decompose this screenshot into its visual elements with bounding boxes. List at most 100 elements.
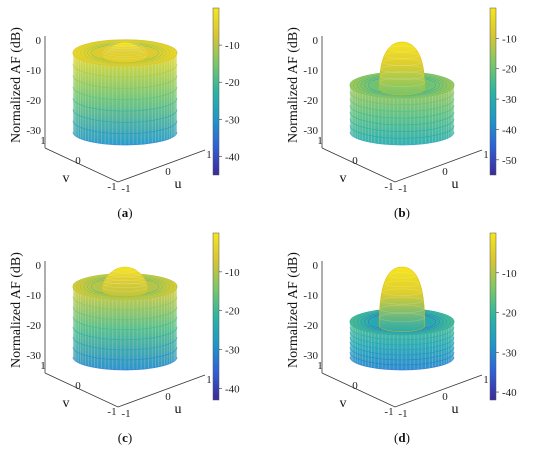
z-tick-label: -10	[303, 290, 318, 302]
colorbar-tick-label: -10	[225, 267, 240, 279]
z-tick-label: -30	[26, 125, 41, 137]
wall-contour	[72, 75, 178, 89]
v-tick-label: 0	[75, 380, 81, 392]
v-tick-label: -1	[384, 406, 393, 418]
z-tick-label: -10	[26, 65, 41, 77]
u-axis-label: u	[175, 402, 182, 417]
floor-axes	[44, 372, 206, 408]
lobe-contour	[379, 71, 425, 80]
wall-contour	[349, 351, 455, 366]
wall-contour	[72, 109, 178, 123]
floor-axes	[44, 147, 206, 183]
v-tick-label: -1	[107, 406, 116, 418]
wall-contour	[72, 131, 178, 146]
colorbar-tick-label: -40	[502, 387, 517, 399]
v-tick-label: 0	[352, 380, 358, 392]
wall-contour	[72, 98, 178, 112]
u-tick-label: 0	[165, 391, 171, 403]
colorbar-tick-label: -40	[225, 383, 240, 395]
u-tick-label: 0	[442, 166, 448, 178]
v-tick-label: 0	[352, 155, 358, 167]
sidelobe-wall	[73, 52, 177, 145]
wall-contour	[349, 341, 455, 356]
lobe-contour	[102, 48, 148, 57]
panel-label: (a)	[117, 205, 132, 220]
lobe-contour	[102, 282, 148, 292]
panel-label: (d)	[394, 430, 410, 445]
wall-contour	[72, 296, 178, 311]
u-tick-label: 1	[206, 374, 212, 386]
z-tick-label: -20	[303, 320, 318, 332]
wall-contour	[349, 131, 455, 146]
u-tick-label: 1	[483, 149, 489, 161]
colorbar-tick-label: -10	[502, 268, 517, 280]
u-axis-label: u	[175, 177, 182, 192]
wall-contour	[349, 331, 455, 346]
z-tick-label: 0	[36, 260, 42, 272]
v-tick-label: 0	[75, 155, 81, 167]
lobe-contour	[384, 52, 420, 59]
colorbar-tick-label: -40	[225, 151, 240, 163]
lobe-contour	[105, 273, 145, 281]
colorbar-tick-label: -50	[502, 155, 517, 167]
lobe-contour	[102, 279, 148, 289]
lobe-contour	[384, 280, 420, 287]
wall-contour	[349, 336, 455, 351]
v-axis-label: v	[63, 171, 70, 186]
chart-panel-a: Normalized AF (dB) 0-10-20-3010-1v-101u-1…	[9, 7, 240, 220]
z-axis-label: Normalized AF (dB)	[286, 252, 301, 368]
colorbar-tick-label: -30	[502, 347, 517, 359]
panel-label: (c)	[118, 430, 132, 445]
wall-contour	[349, 118, 455, 132]
main-lobe	[378, 266, 426, 332]
lobe-contour	[102, 50, 148, 60]
z-tick-label: 0	[36, 35, 42, 47]
colorbar-tick-label: -20	[502, 308, 517, 320]
lobe-contour	[107, 43, 143, 50]
wall-contour	[72, 120, 178, 135]
v-tick-label: 1	[40, 360, 46, 372]
wall-contour	[349, 346, 455, 361]
colorbar-tick-label: -10	[225, 40, 240, 52]
colorbar	[212, 7, 220, 176]
lobe-contour	[380, 296, 424, 305]
wall-contour	[72, 306, 178, 321]
wall-contour	[72, 326, 178, 341]
z-tick-label: -10	[26, 290, 41, 302]
chart-panel-b: Normalized AF (dB) 0-10-20-3010-1v-101u-1…	[286, 7, 517, 220]
main-lobe	[378, 41, 426, 96]
z-tick-label: -20	[26, 95, 41, 107]
lobe-contour	[379, 77, 425, 87]
floor-axes	[321, 147, 483, 183]
wall-contour	[72, 346, 178, 361]
lobe-contour	[379, 312, 425, 322]
colorbar-tick-label: -30	[502, 94, 517, 106]
wall-contour	[349, 105, 455, 119]
lobe-contour	[379, 304, 425, 314]
lobe-contour	[111, 41, 139, 47]
z-tick-label: -20	[26, 320, 41, 332]
lobe-contour	[382, 288, 422, 296]
panel-label: (b)	[394, 205, 410, 220]
lobe-contour	[103, 46, 147, 55]
chart-panel-c: Normalized AF (dB) 0-10-20-3010-1v-101u-1…	[9, 232, 240, 445]
colorbar-tick-label: -30	[225, 345, 240, 357]
z-tick-label: 0	[313, 260, 319, 272]
v-axis-label: v	[340, 396, 347, 411]
z-axis-label: Normalized AF (dB)	[9, 27, 24, 143]
z-tick-label: -30	[303, 350, 318, 362]
colorbar-tick-label: -20	[502, 64, 517, 76]
chart-panel-d: Normalized AF (dB) 0-10-20-3010-1v-101u-1…	[286, 232, 517, 445]
v-axis-label: v	[63, 396, 70, 411]
sidelobe-wall	[73, 286, 177, 370]
z-tick-label: -10	[303, 65, 318, 77]
u-axis-label: u	[452, 177, 459, 192]
colorbar-tick-label: -30	[225, 114, 240, 126]
v-axis-label: v	[340, 171, 347, 186]
z-tick-label: 0	[313, 35, 319, 47]
wall-contour	[349, 326, 455, 341]
lobe-contour	[388, 272, 416, 279]
lobe-contour	[388, 45, 416, 52]
u-tick-label: 0	[442, 391, 448, 403]
